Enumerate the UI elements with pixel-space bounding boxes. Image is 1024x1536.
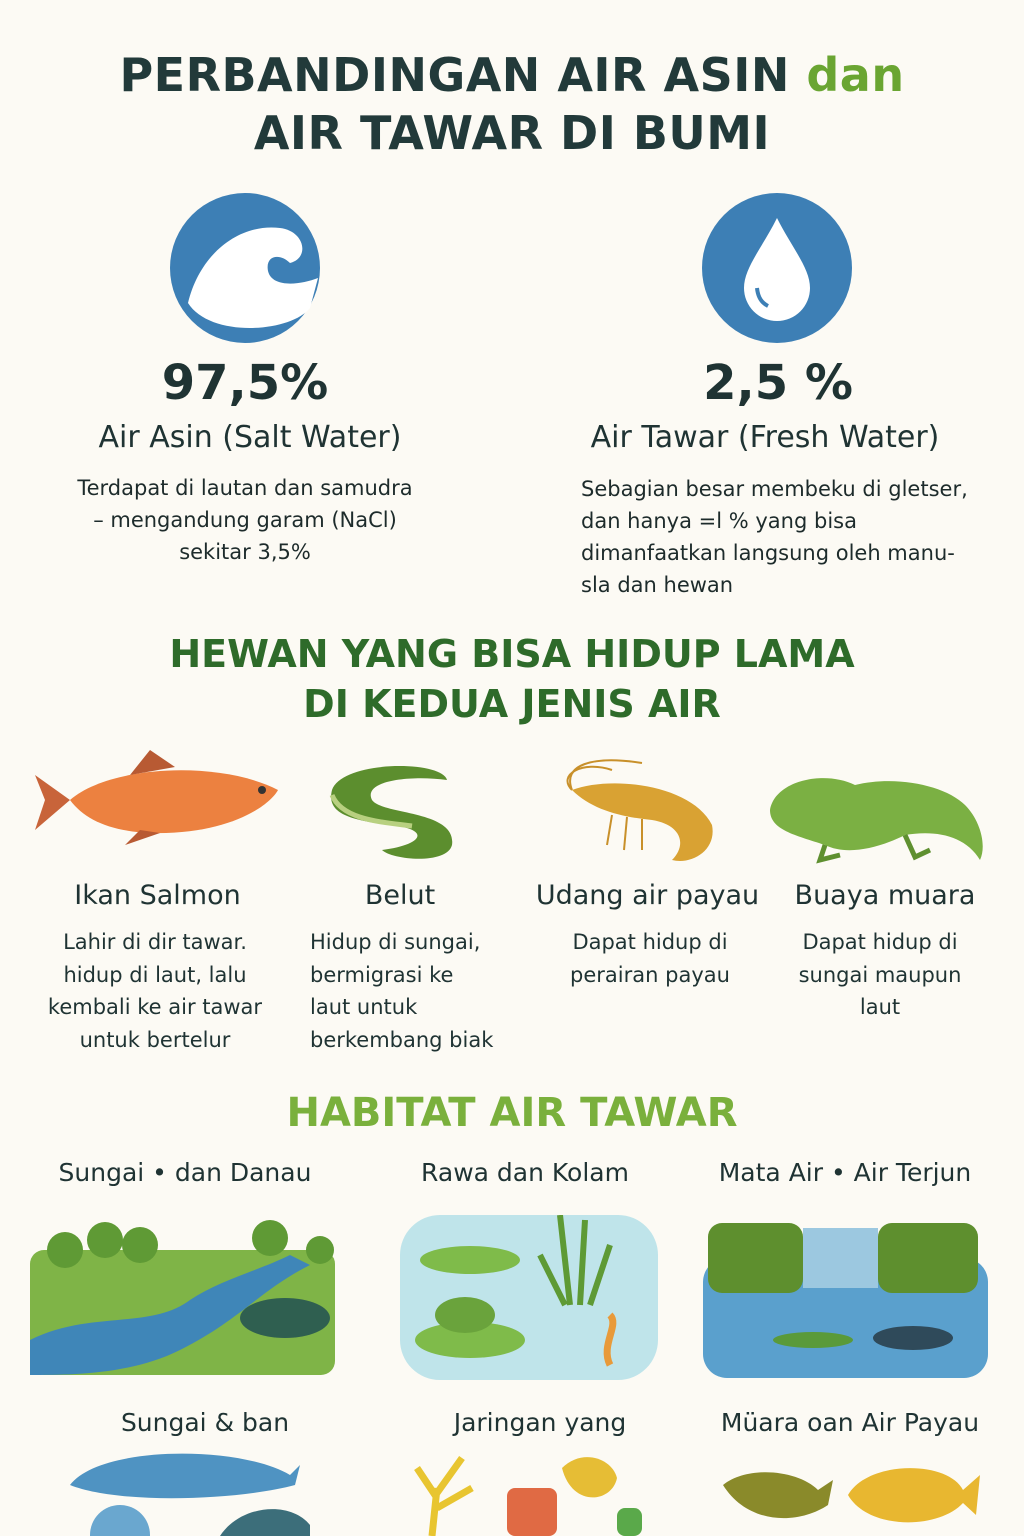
pond-icon [400, 1215, 658, 1380]
river-landscape-icon [30, 1220, 335, 1375]
animal-description: Lahir di dir tawar. hidup di laut, lalu ke… [47, 930, 263, 1052]
habitat-label: Jaringan yang [453, 1408, 627, 1437]
habitat-label: Mata Air • Air Terjun [718, 1158, 972, 1187]
shrimp-icon [566, 759, 713, 861]
animal-name: Belut [364, 880, 436, 911]
habitat-heading: HABITAT AIR TAWAR [286, 1090, 738, 1136]
animals-heading-1: HEWAN YANG BISA HIDUP LAMA [169, 632, 855, 676]
waterfall-icon [703, 1223, 988, 1378]
estuary-fish-icon [723, 1468, 980, 1523]
habitat-label: Rawa dan Kolam [421, 1158, 629, 1187]
water-drop-icon [702, 193, 852, 343]
title-line-1: PERBANDINGAN AIR ASIN dan [119, 48, 905, 102]
salt-description: Terdapat di lautan dan samudra – mengandu… [77, 476, 413, 564]
animals-heading-2: DI KEDUA JENIS AIR [303, 682, 721, 726]
animal-name: Udang air payau [535, 880, 760, 911]
eel-icon [329, 766, 453, 859]
dolphin-icon [70, 1453, 310, 1536]
wave-icon [170, 193, 320, 343]
animal-name: Buaya muara [794, 880, 976, 911]
coral-icon [414, 1455, 642, 1536]
title-accent: dan [806, 48, 905, 102]
habitat-label: Sungai • dan Danau [58, 1158, 312, 1187]
fresh-percent: 2,5 % [703, 355, 853, 411]
animal-name: Ikan Salmon [74, 880, 241, 911]
crocodile-icon [770, 778, 983, 864]
habitat-label: Müara oan Air Payau [720, 1408, 980, 1437]
animal-description: Hidup di sungai, bermigrasi ke laut untuk b… [310, 930, 494, 1052]
fresh-label: Air Tawar (Fresh Water) [590, 420, 940, 455]
salmon-icon [35, 750, 278, 845]
salt-percent: 97,5% [161, 355, 329, 411]
title-line-2: AIR TAWAR DI BUMI [253, 106, 771, 160]
habitat-label: Sungai & ban [120, 1408, 290, 1437]
salt-label: Air Asin (Salt Water) [98, 420, 402, 455]
animal-description: Dapat hidup di perairan payau [570, 930, 730, 987]
fresh-description: Sebagian besar membeku di gletser, dan ha… [581, 477, 968, 597]
animal-description: Dapat hidup di sungai maupun laut [798, 930, 962, 1019]
